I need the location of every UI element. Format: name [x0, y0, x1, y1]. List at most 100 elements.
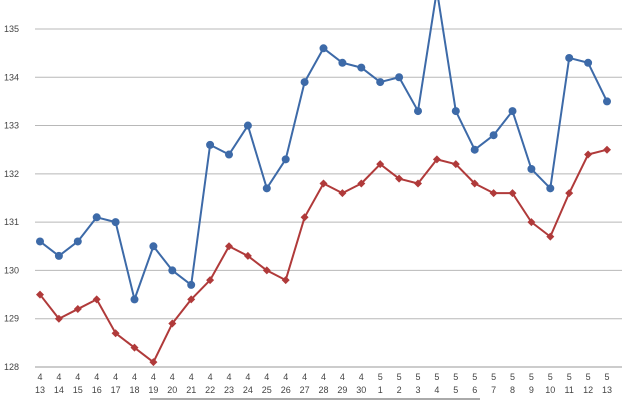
data-point — [527, 218, 536, 227]
data-point — [36, 237, 44, 246]
x-tick-label-month: 4 — [132, 372, 137, 382]
x-tick-label-month: 5 — [434, 372, 439, 382]
x-tick-label-day: 25 — [262, 385, 272, 395]
y-tick-label: 133 — [4, 121, 19, 131]
x-tick-label-month: 5 — [453, 372, 458, 382]
gridlines — [35, 28, 622, 320]
data-point — [111, 218, 120, 227]
y-axis-tick-labels: 128 129 130 131 132 133 134 135 — [4, 24, 19, 372]
x-tick-label-day: 24 — [243, 385, 253, 395]
data-point — [489, 189, 498, 198]
x-tick-label-day: 4 — [434, 385, 439, 395]
data-point — [603, 145, 611, 154]
x-tick-label-month: 5 — [397, 372, 402, 382]
x-tick-label-month: 4 — [208, 372, 213, 382]
data-point — [508, 189, 517, 198]
data-point — [470, 145, 479, 154]
data-point — [54, 314, 63, 323]
x-tick-label-month: 4 — [170, 372, 175, 382]
data-point — [168, 319, 177, 328]
x-tick-label-day: 29 — [337, 385, 347, 395]
data-point — [92, 213, 101, 222]
series-1 — [36, 0, 611, 304]
data-point — [395, 174, 404, 183]
data-point — [149, 358, 158, 367]
data-point — [338, 189, 347, 198]
x-tick-label-month: 5 — [510, 372, 515, 382]
data-point — [603, 97, 611, 106]
x-tick-label-day: 22 — [205, 385, 215, 395]
data-point — [319, 44, 328, 53]
y-tick-label: 128 — [4, 362, 19, 372]
x-tick-label-day: 7 — [491, 385, 496, 395]
x-tick-label-day: 19 — [148, 385, 158, 395]
data-point — [225, 242, 233, 251]
x-tick-label-month: 4 — [359, 372, 364, 382]
x-tick-label-day: 27 — [300, 385, 310, 395]
x-tick-label-day: 2 — [397, 385, 402, 395]
x-tick-label-month: 5 — [472, 372, 477, 382]
data-point — [300, 213, 309, 222]
data-point — [565, 53, 574, 62]
x-tick-label-day: 14 — [54, 385, 64, 395]
data-point — [36, 290, 44, 299]
x-tick-label-month: 4 — [302, 372, 307, 382]
data-point — [225, 150, 233, 159]
data-point — [395, 73, 404, 82]
data-point — [130, 295, 139, 304]
data-point — [281, 155, 290, 164]
data-point — [357, 179, 366, 188]
data-point — [300, 78, 309, 87]
data-point — [206, 140, 215, 149]
x-tick-label-day: 30 — [356, 385, 366, 395]
x-tick-label-day: 28 — [318, 385, 328, 395]
x-tick-label-month: 4 — [94, 372, 99, 382]
data-point — [262, 184, 271, 193]
x-tick-label-day: 5 — [453, 385, 458, 395]
x-tick-label-month: 4 — [283, 372, 288, 382]
data-point — [432, 155, 441, 164]
data-point — [243, 121, 252, 130]
x-tick-label-day: 21 — [186, 385, 196, 395]
x-tick-label-month: 5 — [548, 372, 553, 382]
x-tick-label-month: 4 — [56, 372, 61, 382]
data-point — [414, 179, 422, 188]
x-tick-label-day: 26 — [281, 385, 291, 395]
x-tick-label-day: 13 — [35, 385, 45, 395]
y-tick-label: 132 — [4, 169, 19, 179]
x-tick-label-month: 5 — [415, 372, 420, 382]
data-point — [470, 179, 479, 188]
x-tick-label-day: 15 — [73, 385, 83, 395]
data-point — [187, 280, 196, 289]
x-tick-label-month: 4 — [75, 372, 80, 382]
x-tick-label-month: 5 — [529, 372, 534, 382]
data-point — [451, 160, 460, 169]
x-tick-label-day: 17 — [111, 385, 121, 395]
y-tick-label: 135 — [4, 24, 19, 34]
x-tick-label-month: 4 — [226, 372, 231, 382]
x-tick-label-month: 4 — [189, 372, 194, 382]
x-tick-label-month: 4 — [245, 372, 250, 382]
y-tick-label: 130 — [4, 265, 19, 275]
data-point — [92, 295, 101, 304]
x-tick-label-day: 1 — [378, 385, 383, 395]
data-point — [111, 329, 120, 338]
data-point — [508, 107, 517, 116]
x-tick-label-day: 16 — [92, 385, 102, 395]
data-point — [206, 276, 215, 285]
data-point — [414, 107, 422, 116]
x-tick-label-month: 4 — [151, 372, 156, 382]
data-point — [584, 150, 593, 159]
y-tick-label: 129 — [4, 314, 19, 324]
x-tick-label-day: 11 — [565, 385, 574, 395]
x-tick-label-month: 4 — [264, 372, 269, 382]
data-point — [73, 305, 82, 314]
x-tick-label-month: 5 — [604, 372, 609, 382]
x-tick-label-day: 13 — [602, 385, 612, 395]
x-tick-label-month: 5 — [491, 372, 496, 382]
x-tick-label-day: 20 — [167, 385, 177, 395]
data-point — [338, 58, 347, 67]
data-point — [376, 78, 385, 87]
data-point — [451, 107, 460, 116]
